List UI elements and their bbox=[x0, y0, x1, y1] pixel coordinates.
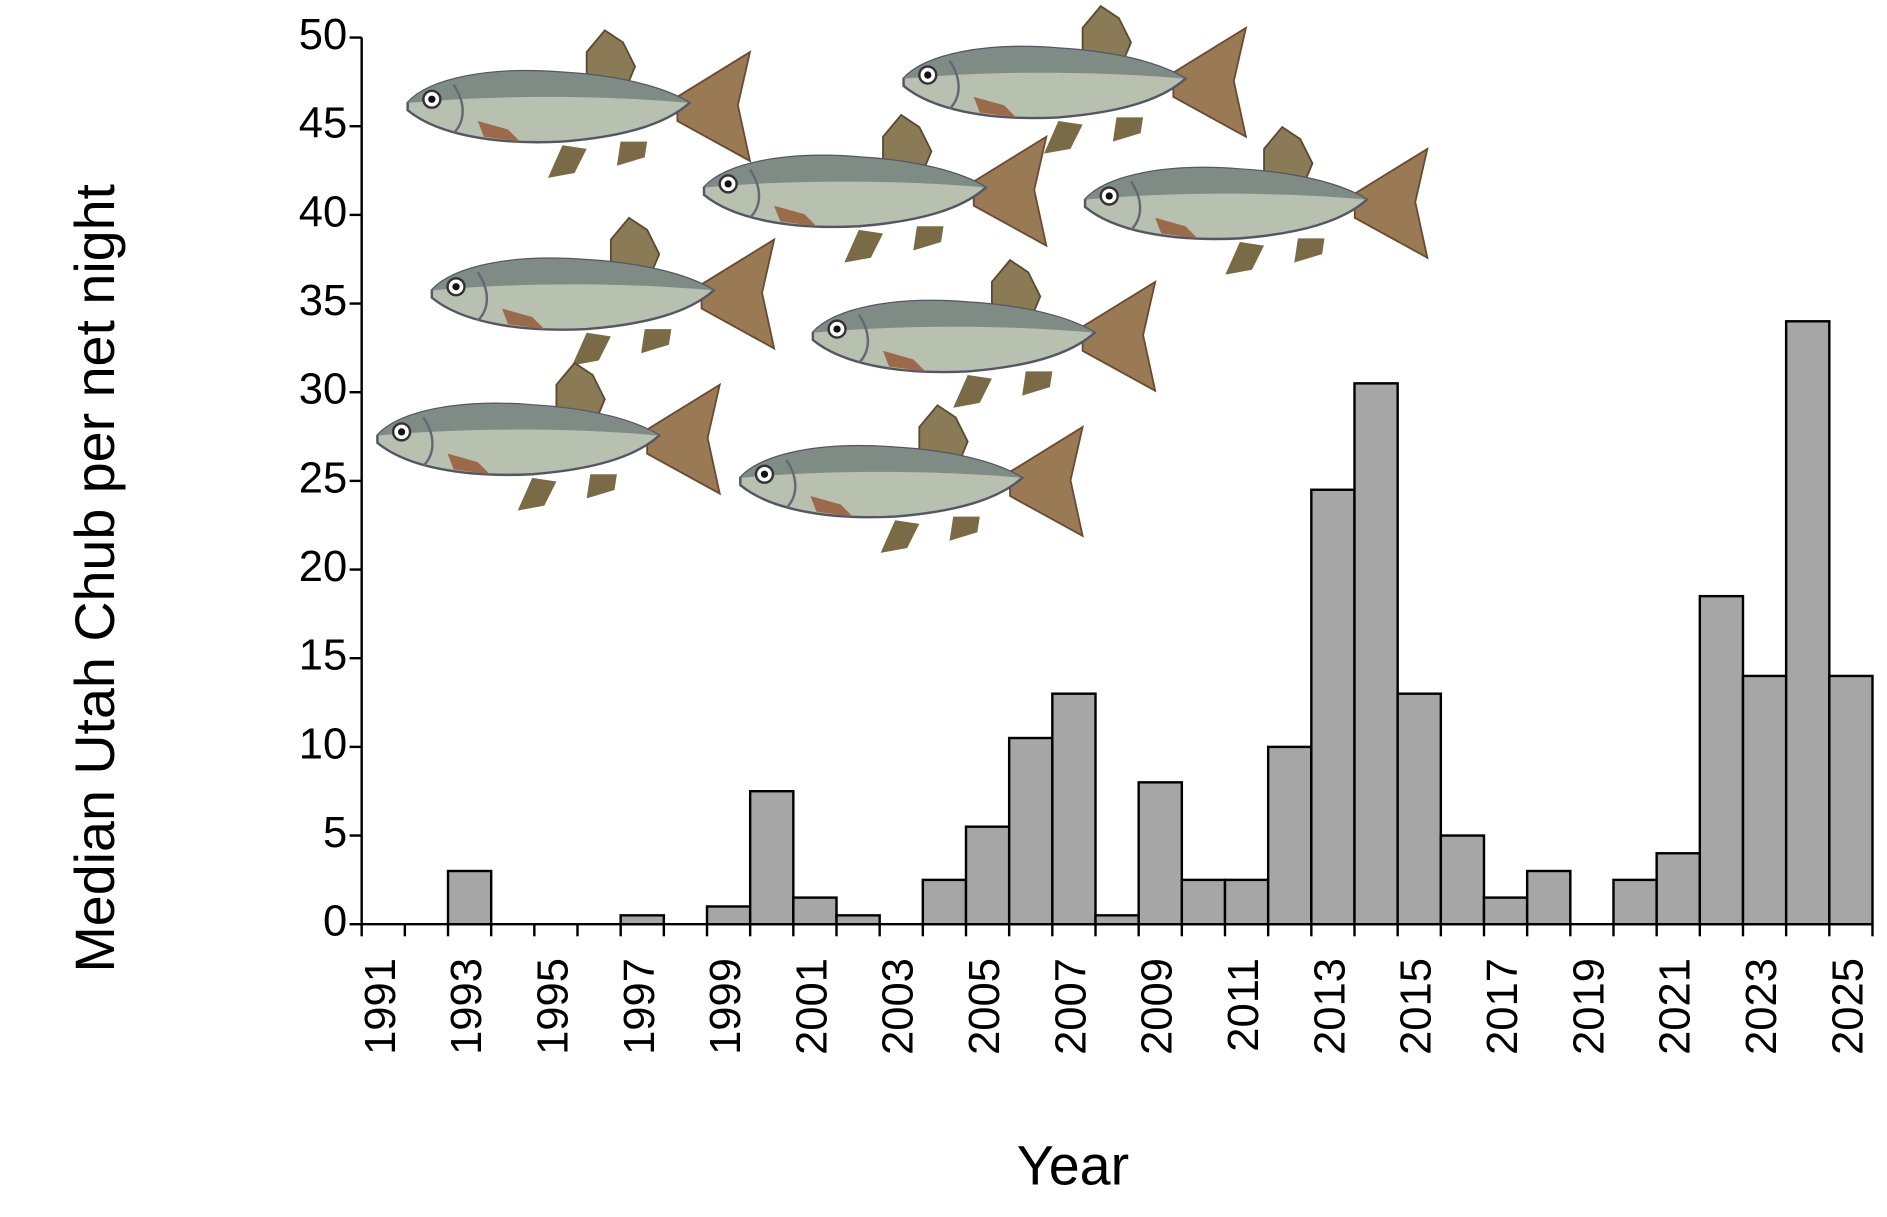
bar bbox=[1741, 674, 1788, 926]
bar bbox=[1655, 852, 1702, 926]
x-tick-label: 2007 bbox=[1047, 958, 1095, 1055]
x-tick-label: 2001 bbox=[788, 958, 836, 1055]
bar bbox=[964, 825, 1011, 926]
y-tick-label: 15 bbox=[299, 632, 347, 680]
x-tick-label: 1997 bbox=[616, 958, 664, 1055]
bar bbox=[1784, 320, 1831, 926]
bar bbox=[1266, 745, 1313, 926]
bar bbox=[1223, 878, 1270, 926]
x-tick-label: 2023 bbox=[1738, 958, 1786, 1055]
bar bbox=[619, 914, 666, 926]
bar bbox=[1180, 878, 1227, 926]
bar bbox=[1525, 869, 1572, 926]
x-tick-label: 1999 bbox=[702, 958, 750, 1055]
x-tick-label: 2021 bbox=[1652, 958, 1700, 1055]
bar bbox=[1051, 692, 1097, 926]
bar bbox=[1482, 896, 1529, 926]
bar bbox=[748, 790, 795, 926]
x-tick-label: 2005 bbox=[961, 958, 1009, 1055]
y-axis-title: Median Utah Chub per net night bbox=[64, 183, 126, 972]
bar bbox=[835, 914, 881, 926]
bar bbox=[1439, 834, 1486, 926]
bar bbox=[1353, 382, 1399, 926]
bar bbox=[1612, 878, 1658, 926]
bar bbox=[1137, 781, 1184, 926]
fish-illustration bbox=[376, 4, 1429, 555]
y-tick-label: 50 bbox=[299, 11, 347, 59]
bar bbox=[705, 905, 752, 926]
bar bbox=[1310, 488, 1356, 926]
y-tick-label: 45 bbox=[299, 100, 347, 148]
x-tick-label: 2015 bbox=[1393, 958, 1441, 1055]
bar bbox=[1094, 914, 1140, 926]
y-tick-label: 35 bbox=[299, 277, 347, 325]
bar bbox=[1828, 674, 1874, 926]
x-tick-label: 2013 bbox=[1306, 958, 1354, 1055]
y-tick-label: 20 bbox=[299, 543, 347, 591]
x-tick-label: 1991 bbox=[357, 958, 405, 1055]
bar bbox=[1396, 692, 1443, 926]
x-tick-label: 2019 bbox=[1565, 958, 1613, 1055]
x-tick-label: 2009 bbox=[1134, 958, 1182, 1055]
x-tick-label: 1995 bbox=[529, 958, 577, 1055]
y-tick-label: 30 bbox=[299, 366, 347, 414]
bar bbox=[446, 869, 493, 926]
x-axis-title: Year bbox=[1017, 1134, 1129, 1196]
y-tick-label: 10 bbox=[299, 720, 347, 768]
y-tick-label: 25 bbox=[299, 454, 347, 502]
x-tick-label: 2011 bbox=[1220, 958, 1268, 1052]
bar bbox=[1007, 736, 1054, 926]
bar bbox=[921, 878, 968, 926]
bar bbox=[792, 896, 838, 926]
y-tick-label: 0 bbox=[323, 898, 347, 946]
x-tick-label: 2025 bbox=[1824, 958, 1872, 1055]
x-tick-label: 1993 bbox=[443, 958, 491, 1055]
y-tick-label: 5 bbox=[323, 809, 347, 857]
x-tick-label: 2017 bbox=[1479, 958, 1527, 1055]
y-tick-label: 40 bbox=[299, 188, 347, 236]
bar bbox=[1698, 594, 1745, 926]
x-tick-label: 2003 bbox=[875, 958, 923, 1055]
